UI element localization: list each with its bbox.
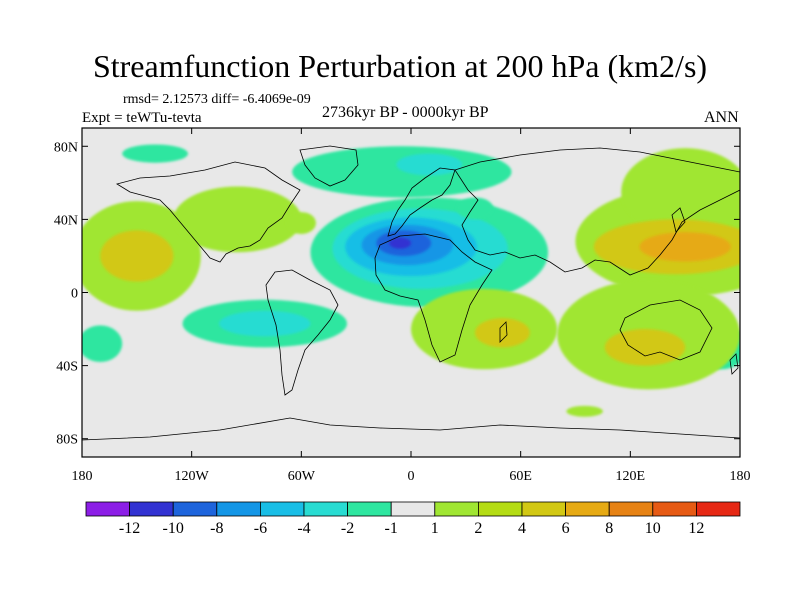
lon-tick-label: 180	[72, 469, 93, 484]
coastline-europe	[387, 167, 456, 237]
colorbar-label: -4	[297, 520, 310, 537]
colorbar-swatch	[347, 501, 392, 517]
colorbar-label: -8	[210, 520, 223, 537]
colorbar-swatch	[477, 501, 523, 517]
contour-region-7	[396, 153, 463, 176]
plot-title: Streamfunction Perturbation at 200 hPa (…	[92, 48, 708, 84]
coastline-new-zealand	[729, 353, 739, 375]
lat-tick-label: 0	[71, 287, 78, 302]
contour-region-22	[173, 186, 302, 253]
colorbar-label: 12	[688, 520, 704, 537]
contour-region-19	[639, 232, 731, 262]
contour-region-8	[122, 144, 189, 163]
lon-tick-label: 60W	[288, 469, 316, 484]
lon-tick-label: 120W	[175, 469, 210, 484]
colorbar-swatch	[565, 501, 610, 517]
colorbar-swatch	[390, 501, 436, 517]
streamfunction-contour-fills	[82, 144, 740, 417]
lon-tick-label: 0	[408, 469, 415, 484]
colorbar-label: 10	[645, 520, 661, 537]
time-period-label: 2736kyr BP - 0000kyr BP	[322, 104, 489, 121]
colorbar-swatch	[521, 501, 566, 517]
lat-tick-label: 40S	[56, 360, 78, 375]
lon-tick-label: 120E	[616, 469, 646, 484]
colorbar-swatch	[85, 501, 130, 517]
colorbar-swatch	[129, 501, 174, 517]
contour-region-21	[100, 230, 174, 282]
colorbar-swatch	[608, 501, 654, 517]
colorbar-label: -2	[341, 520, 354, 537]
contour-region-17	[621, 148, 740, 236]
lat-tick-label: 80S	[56, 433, 78, 448]
contour-region-25	[474, 318, 530, 348]
coastline-japan	[671, 207, 686, 233]
colorbar-swatch	[696, 501, 741, 517]
contour-region-13	[456, 197, 494, 220]
coastline-africa	[374, 233, 493, 363]
colorbar-label: 6	[562, 520, 570, 537]
contour-region-5	[389, 237, 411, 249]
colorbar-swatch	[172, 501, 218, 517]
coastline-north-america	[115, 161, 301, 263]
contour-region-11	[82, 325, 123, 362]
colorbar-label: -1	[385, 520, 398, 537]
coastlines	[82, 145, 740, 441]
contour-region-10	[219, 310, 311, 337]
map-axes: 80N 40N 0 40S 80S 180 120W 60W 0 60E 120E 180	[54, 128, 751, 484]
experiment-label: Expt = teWTu-tevta	[82, 110, 202, 126]
lat-tick-label: 40N	[54, 213, 78, 228]
colorbar-label: 8	[605, 520, 613, 537]
colorbar-swatch	[259, 501, 305, 517]
colorbar-swatch	[652, 501, 697, 517]
colorbar: -12 -10 -8 -6 -4 -2 -1 1 2 4 6 8 10 12	[85, 501, 741, 537]
colorbar-label: -6	[254, 520, 267, 537]
colorbar-label: 1	[431, 520, 439, 537]
colorbar-swatch	[216, 501, 261, 517]
colorbar-label: -10	[163, 520, 184, 537]
lon-tick-label: 60E	[509, 469, 532, 484]
contour-region-27	[604, 329, 686, 366]
colorbar-label: 4	[518, 520, 526, 537]
contour-region-15	[566, 405, 603, 417]
lat-tick-label: 80N	[54, 140, 78, 155]
coastline-greenland	[299, 145, 359, 187]
colorbar-label: 2	[474, 520, 482, 537]
lon-tick-label: 180	[730, 469, 751, 484]
coastline-asia	[454, 147, 740, 276]
coastline-antarctica	[82, 417, 740, 441]
coastline-madagascar	[499, 321, 508, 343]
colorbar-swatch	[303, 501, 348, 517]
colorbar-swatch	[434, 501, 479, 517]
contour-region-6	[292, 146, 512, 198]
coastline-australia	[619, 299, 713, 361]
rmsd-diff-stats: rmsd= 2.12573 diff= -6.4069e-09	[123, 92, 311, 107]
colorbar-label: -12	[119, 520, 140, 537]
coastline-south-america	[265, 269, 339, 396]
contour-region-23	[286, 212, 316, 235]
season-label: ANN	[704, 109, 739, 126]
